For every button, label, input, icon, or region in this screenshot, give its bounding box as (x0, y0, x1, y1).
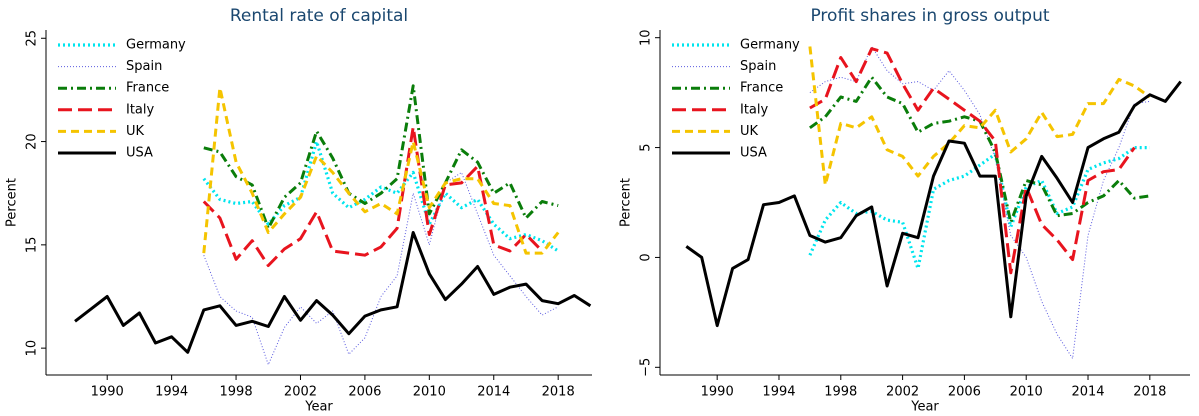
chart-title: Profit shares in gross output (810, 6, 1049, 26)
x-tick-label: 2014 (477, 385, 510, 400)
series-line (808, 46, 1151, 187)
x-tick-label: 1994 (155, 385, 188, 400)
y-tick-label: 15 (25, 237, 40, 254)
x-tick-label: 1994 (762, 385, 795, 400)
legend-label: Spain (740, 59, 776, 74)
x-tick-label: 2018 (1133, 385, 1166, 400)
x-tick-label: 2006 (948, 385, 981, 400)
series-line (808, 146, 1150, 270)
legend-label: USA (740, 146, 767, 161)
x-axis-label: Year (304, 400, 333, 415)
legend-label: France (740, 81, 783, 96)
y-tick-label: 20 (25, 133, 40, 150)
series-line (809, 47, 1136, 275)
legend-label: Germany (126, 38, 186, 53)
x-axis-label: Year (910, 400, 939, 415)
x-tick-label: 2010 (1010, 385, 1043, 400)
x-tick-label: 1998 (824, 385, 857, 400)
legend-label: Germany (740, 38, 800, 53)
series-line (202, 125, 544, 267)
y-tick-label: −5 (639, 358, 654, 377)
series-line (809, 75, 1151, 224)
legend-label: Italy (126, 102, 155, 117)
legend-label: Italy (740, 102, 769, 117)
x-tick-label: 1998 (220, 385, 253, 400)
legend-label: UK (126, 124, 145, 139)
x-tick-label: 2002 (886, 385, 919, 400)
y-tick-label: 0 (639, 253, 654, 261)
x-tick-label: 1990 (91, 385, 124, 400)
legend-label: UK (740, 124, 759, 139)
x-tick-label: 2006 (348, 385, 381, 400)
series-line (202, 86, 560, 255)
legend-label: France (126, 81, 169, 96)
y-axis-label: Percent (619, 178, 634, 227)
x-tick-label: 2014 (1071, 385, 1104, 400)
legend-label: Spain (126, 59, 162, 74)
y-axis-label: Percent (5, 178, 20, 227)
x-tick-label: 2010 (413, 385, 446, 400)
y-tick-label: 25 (25, 30, 40, 47)
y-tick-label: 10 (25, 340, 40, 357)
chart-title: Rental rate of capital (230, 6, 408, 26)
series-line (685, 80, 1182, 328)
x-tick-label: 2002 (284, 385, 317, 400)
y-tick-label: 10 (639, 29, 654, 46)
x-tick-label: 1990 (701, 385, 734, 400)
series-line (203, 172, 559, 366)
series-line (202, 140, 560, 253)
series-line (203, 84, 559, 230)
series-line (809, 46, 1150, 359)
x-tick-label: 2018 (542, 385, 575, 400)
y-tick-label: 5 (639, 143, 654, 151)
legend-label: USA (126, 146, 153, 161)
series-line (74, 231, 592, 354)
